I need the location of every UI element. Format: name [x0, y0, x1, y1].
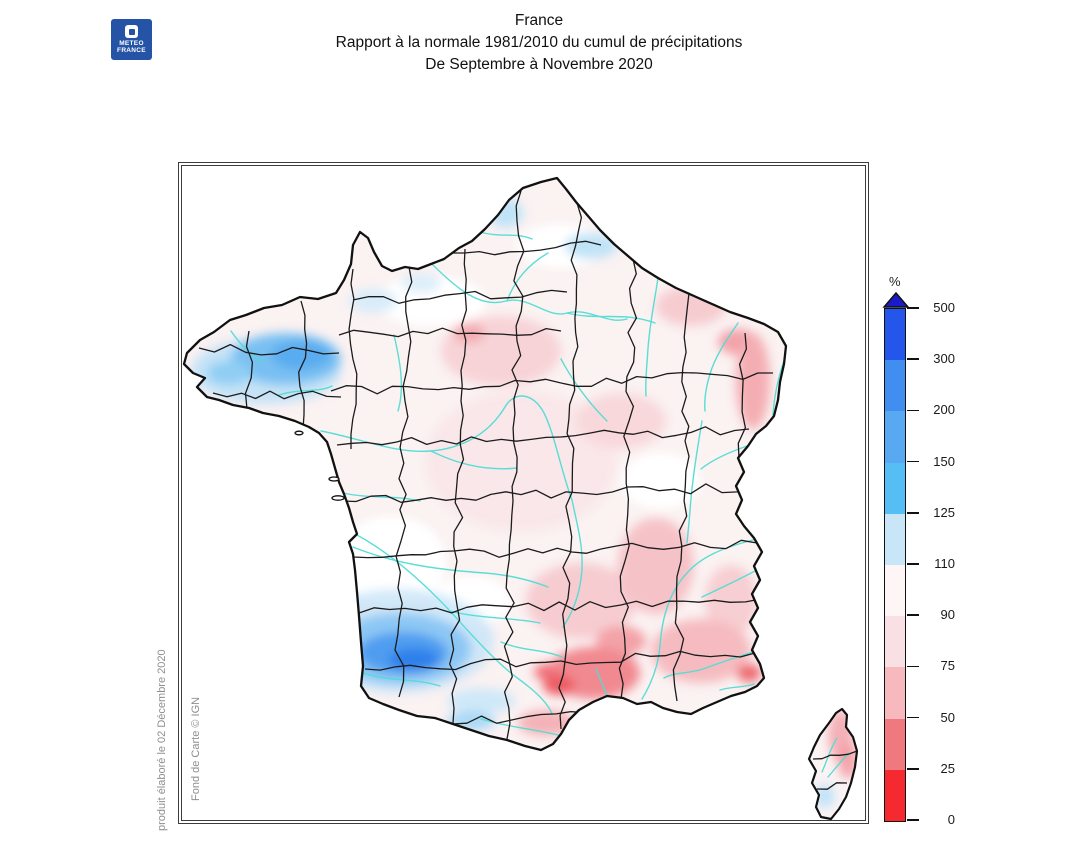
colorbar-segment — [885, 616, 905, 668]
colorbar-segment — [885, 667, 905, 719]
production-date-note: produit élaboré le 02 Décembre 2020 — [156, 649, 168, 831]
meteo-france-logo: METEO FRANCE — [111, 19, 152, 60]
logo-text-line1: METEO — [119, 40, 144, 47]
france-map-svg — [182, 176, 859, 821]
colorbar-tick — [907, 512, 919, 514]
colorbar-tick — [907, 716, 919, 719]
corsica-boundaries — [812, 750, 857, 790]
colorbar-tick — [907, 460, 919, 463]
map-frame — [178, 162, 869, 824]
title-line-3: De Septembre à Novembre 2020 — [425, 56, 653, 73]
colorbar-tick — [907, 409, 919, 412]
department-boundaries — [198, 190, 773, 740]
rivers-layer — [230, 231, 785, 737]
colorbar-segment — [885, 718, 905, 770]
colorbar-tick-label: 300 — [933, 351, 955, 367]
corsica-outline — [807, 707, 859, 821]
title-line-1: France — [514, 12, 564, 29]
colorbar-tick-label: 200 — [933, 402, 955, 418]
colorbar-tick — [907, 768, 919, 770]
legend: % 500 300 200 150 125 110 90 75 50 25 0 — [882, 270, 976, 836]
colorbar-tick-label: 90 — [940, 607, 955, 623]
colorbar-segment — [885, 309, 905, 361]
colorbar-segment — [885, 769, 905, 822]
colorbar-tick-label: 110 — [934, 556, 955, 571]
colorbar-tick — [907, 358, 919, 360]
colorbar-tick-label: 75 — [940, 658, 955, 674]
colorbar-tick-label: 125 — [933, 504, 955, 520]
colorbar-tick-label: 150 — [933, 453, 955, 469]
colorbar-tick — [907, 307, 919, 309]
title-line-2: Rapport à la normale 1981/2010 du cumul … — [335, 34, 743, 51]
colorbar-segment — [885, 411, 905, 463]
france-fill-layer — [184, 178, 786, 750]
colorbar-tick — [907, 665, 919, 668]
france-outline — [182, 176, 788, 752]
colorbar — [884, 308, 906, 822]
colorbar-tick-label: 0 — [947, 812, 955, 827]
map-frame-inner — [181, 165, 866, 821]
colorbar-tick — [907, 614, 919, 616]
logo-square-glyph — [128, 28, 135, 35]
atlantic-islands — [294, 430, 345, 501]
colorbar-tick-label: 25 — [940, 760, 955, 776]
legend-unit-label: % — [889, 274, 901, 289]
page-title: France Rapport à la normale 1981/2010 du… — [0, 10, 1078, 76]
logo-text-line2: FRANCE — [117, 47, 146, 54]
meteo-france-logo-icon — [125, 25, 138, 38]
colorbar-segment — [885, 565, 905, 617]
colorbar-tick-label: 50 — [940, 709, 955, 725]
legend-arrow — [882, 292, 910, 308]
colorbar-segment — [885, 462, 905, 514]
colorbar-tick — [907, 563, 919, 565]
colorbar-segment — [885, 360, 905, 412]
colorbar-tick-label: 500 — [933, 300, 955, 315]
colorbar-segment — [885, 513, 905, 566]
colorbar-tick — [907, 819, 919, 821]
